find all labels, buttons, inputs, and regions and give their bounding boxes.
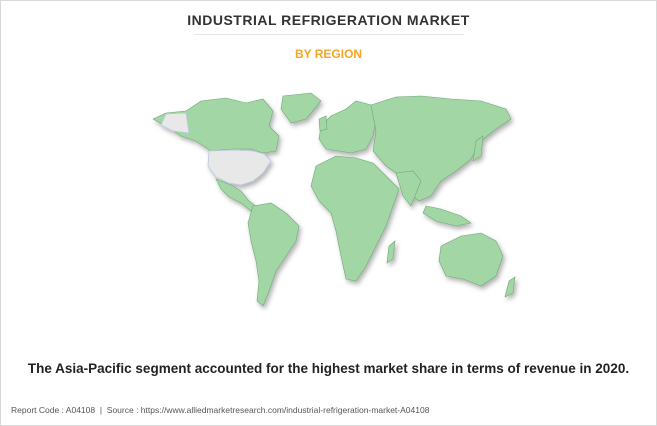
- title: INDUSTRIAL REFRIGERATION MARKET: [187, 12, 470, 28]
- caption: The Asia-Pacific segment accounted for t…: [27, 361, 630, 376]
- subtitle: BY REGION: [294, 47, 363, 61]
- source-note: Report Code : A04108 | Source : https://…: [11, 405, 430, 415]
- world-map: [152, 92, 516, 307]
- divider: [194, 34, 464, 35]
